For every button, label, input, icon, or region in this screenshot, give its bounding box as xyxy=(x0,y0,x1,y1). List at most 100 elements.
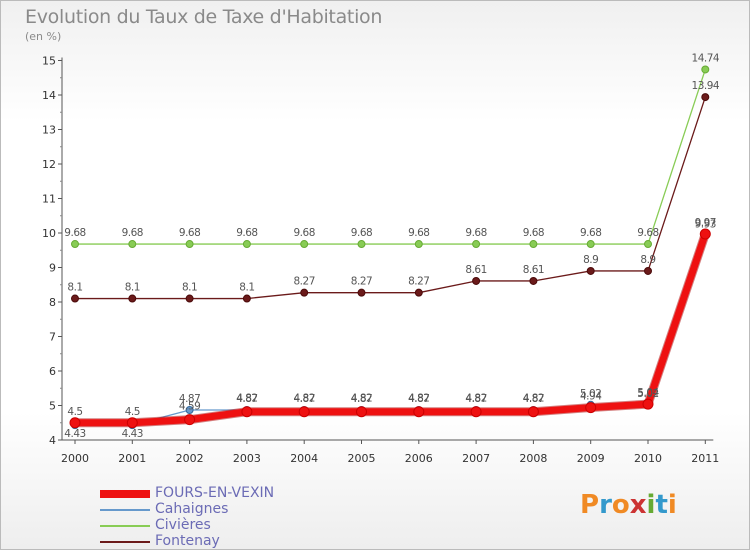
x-tick-label: 2011 xyxy=(691,452,719,465)
chart-subtitle: (en %) xyxy=(25,30,62,43)
logo-letter: t xyxy=(655,490,668,520)
legend-label: Civières xyxy=(155,517,211,533)
series-line-cahaignes xyxy=(75,235,706,426)
y-tick-label: 11 xyxy=(42,193,56,206)
y-tick-label: 6 xyxy=(49,365,56,378)
data-point xyxy=(470,406,482,418)
data-label: 4.5 xyxy=(67,406,82,418)
data-label: 9.68 xyxy=(637,227,658,239)
data-point xyxy=(185,294,194,303)
data-labels: 4.5 4.5 4.594.82 4.82 4.82 4.82 4.82 4.82 4.94 5.… xyxy=(64,52,720,440)
data-point xyxy=(414,288,423,297)
data-label: 9.93 xyxy=(695,218,716,230)
y-tick-label: 13 xyxy=(42,124,56,137)
data-label: 8.61 xyxy=(465,264,486,276)
data-label: 13.94 xyxy=(692,80,720,92)
data-point xyxy=(357,288,366,297)
data-label: 9.68 xyxy=(64,227,85,239)
data-point xyxy=(472,276,481,285)
y-tick-label: 8 xyxy=(49,296,56,309)
data-point xyxy=(71,240,79,249)
data-label: 4.59 xyxy=(179,401,200,413)
logo-letter: x xyxy=(629,490,647,520)
y-tick-label: 10 xyxy=(42,227,56,240)
data-label: 8.27 xyxy=(351,276,372,288)
data-label: 9.68 xyxy=(465,227,486,239)
data-label: 9.68 xyxy=(236,227,257,239)
x-tick-label: 2003 xyxy=(233,452,261,465)
data-point xyxy=(357,240,366,249)
y-tick-label: 7 xyxy=(49,331,56,344)
data-point xyxy=(527,406,539,418)
data-point xyxy=(128,240,137,249)
x-tick-label: 2009 xyxy=(577,452,605,465)
series-line-fours-en-vexin xyxy=(75,232,709,427)
y-tick-label: 5 xyxy=(49,400,56,413)
data-label: 4.82 xyxy=(294,393,315,405)
data-label: 4.87 xyxy=(351,393,372,405)
series-shadow-fours-en-vexin xyxy=(75,232,710,428)
data-point xyxy=(184,414,196,426)
data-label: 4.87 xyxy=(236,393,257,405)
data-label: 9.68 xyxy=(351,227,372,239)
chart-title: Evolution du Taux de Taxe d'Habitation xyxy=(25,6,383,28)
data-label: 5.02 xyxy=(637,388,658,400)
data-label: 4.82 xyxy=(351,393,372,405)
data-label: 8.27 xyxy=(408,276,429,288)
data-point xyxy=(586,240,595,249)
data-point xyxy=(642,398,654,410)
data-point xyxy=(185,240,194,249)
x-tick-label: 2006 xyxy=(405,452,433,465)
data-point xyxy=(644,240,652,249)
series-line-fontenay xyxy=(75,96,706,300)
data-point xyxy=(529,240,538,249)
data-label: 8.1 xyxy=(182,282,197,294)
data-label: 4.82 xyxy=(523,393,544,405)
data-point xyxy=(529,276,538,285)
data-point xyxy=(300,288,309,297)
data-label: 4.5 xyxy=(125,406,140,418)
data-point xyxy=(241,406,253,418)
data-point xyxy=(242,240,251,249)
legend-swatch xyxy=(100,509,150,511)
data-label: 4.87 xyxy=(523,393,544,405)
logo-letter: i xyxy=(667,490,677,520)
legend-swatch xyxy=(100,525,150,527)
data-point xyxy=(413,406,425,418)
logo-letter: r xyxy=(599,490,612,520)
data-label: 4.87 xyxy=(179,393,200,405)
data-label: 8.27 xyxy=(294,276,315,288)
data-label: 8.1 xyxy=(125,282,140,294)
data-label: 4.87 xyxy=(408,393,429,405)
x-tick-label: 2010 xyxy=(634,452,662,465)
y-tick-label: 12 xyxy=(42,158,56,171)
x-tick-label: 2005 xyxy=(348,452,376,465)
legend-label: Cahaignes xyxy=(155,501,229,517)
x-tick-label: 2008 xyxy=(519,452,547,465)
data-label: 9.97 xyxy=(695,217,716,229)
series-layer xyxy=(69,65,711,430)
y-tick-label: 15 xyxy=(42,55,56,68)
data-point xyxy=(414,240,423,249)
x-tick-label: 2000 xyxy=(61,452,89,465)
logo-letter: P xyxy=(580,490,600,520)
data-point xyxy=(242,294,251,303)
axes: 4 5 6 7 8 9 10 11 12 13 14 15 2000 2001 2002 2003 2004 20… xyxy=(42,55,719,466)
legend-label: Fontenay xyxy=(155,533,220,549)
data-label: 4.87 xyxy=(294,393,315,405)
data-label: 4.82 xyxy=(408,393,429,405)
data-point xyxy=(644,266,652,275)
data-point xyxy=(300,240,309,249)
data-point xyxy=(128,294,137,303)
data-point xyxy=(586,266,595,275)
data-point xyxy=(701,65,710,74)
data-label: 4.87 xyxy=(465,393,486,405)
data-point xyxy=(69,417,81,429)
data-point xyxy=(298,406,310,418)
data-label: 8.1 xyxy=(67,282,82,294)
data-point xyxy=(699,228,711,240)
data-point xyxy=(356,406,367,418)
data-label: 8.9 xyxy=(583,254,598,266)
